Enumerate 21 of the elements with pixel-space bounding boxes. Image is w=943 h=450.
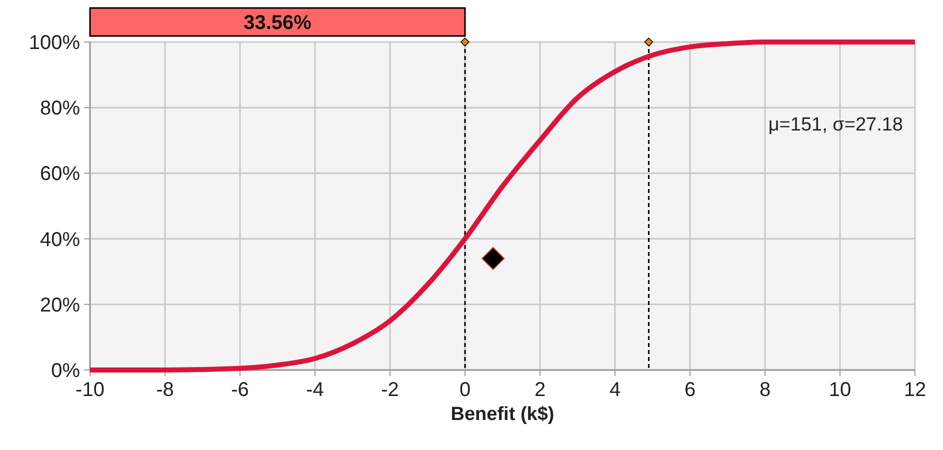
y-tick-label: 0% [51, 360, 80, 382]
text: 33.56% [244, 12, 312, 34]
x-tick-label: -10 [76, 379, 104, 401]
x-axis-title: Benefit (k$) [450, 404, 554, 425]
x-tick-label: 10 [828, 379, 852, 401]
x-tick-label: -6 [231, 379, 249, 401]
x-tick-label: 12 [904, 379, 926, 401]
x-tick-label: -4 [306, 379, 324, 401]
x-tick-label: -8 [156, 379, 174, 401]
x-tick-label: 2 [534, 379, 546, 401]
x-tick-label: 4 [609, 379, 621, 401]
x-tick-label: -2 [381, 379, 399, 401]
y-tick-label: 20% [40, 294, 80, 316]
annotation: μ=151, σ=27.18 [768, 114, 903, 136]
y-tick-label: 40% [40, 228, 80, 251]
x-tick-label: 6 [684, 379, 696, 401]
x-tick-label: 0 [459, 379, 471, 401]
x-tick-label: 8 [759, 379, 771, 401]
y-tick-label: 80% [40, 98, 80, 120]
y-tick-label: 60% [40, 163, 80, 186]
y-tick-label: 100% [28, 32, 80, 54]
